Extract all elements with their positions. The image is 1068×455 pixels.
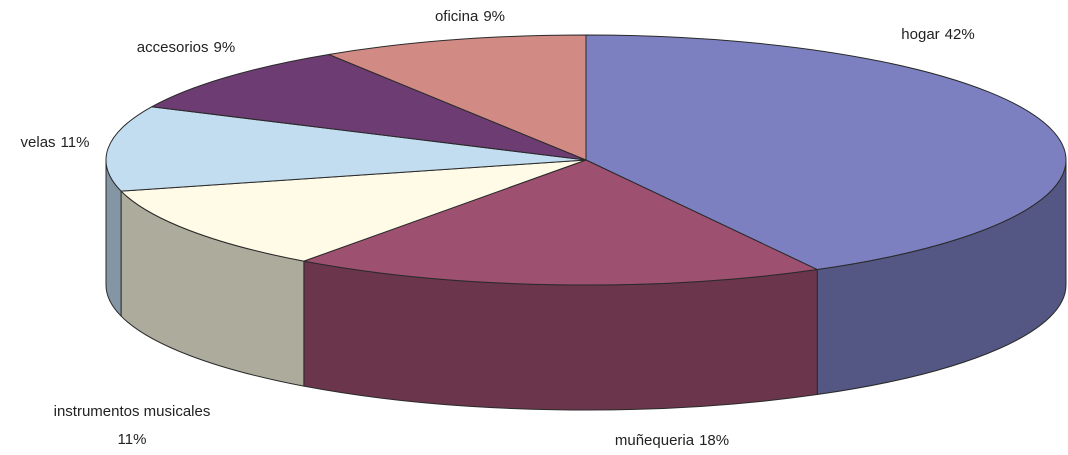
slice <box>303 159 818 286</box>
slice-value-label: 42% <box>945 26 975 43</box>
slice-value-label: 18% <box>699 432 729 449</box>
slice-label: muñequeria <box>615 432 695 449</box>
slice-label: hogar <box>901 26 939 43</box>
slice-value-label: 11% <box>61 134 90 151</box>
slice-label-group: oficina 9% <box>435 8 505 25</box>
slice-label: accesorios <box>137 39 209 56</box>
slice-label: instrumentos musicales <box>54 403 211 420</box>
slice <box>120 159 587 262</box>
pie-tops <box>105 34 1067 286</box>
slice-value-label: 9% <box>214 39 236 56</box>
slice-label: velas <box>21 134 56 151</box>
slice-label-group: velas 11% <box>21 134 90 151</box>
slice <box>328 34 587 161</box>
slice <box>151 53 587 161</box>
labels: hogar 42% muñequeria 18% instrumentos musica… <box>21 8 975 449</box>
slice-value-label: 11% <box>118 431 147 448</box>
pie-sides <box>105 159 1067 411</box>
slice-label-group: muñequeria 18% <box>615 432 729 449</box>
slice-value-label: 9% <box>483 8 505 25</box>
slice-label-group: accesorios 9% <box>137 39 235 56</box>
slice <box>585 34 1067 271</box>
slice-label-group: hogar 42% <box>901 26 974 43</box>
slice-label: oficina <box>435 8 479 25</box>
slice <box>105 106 587 192</box>
